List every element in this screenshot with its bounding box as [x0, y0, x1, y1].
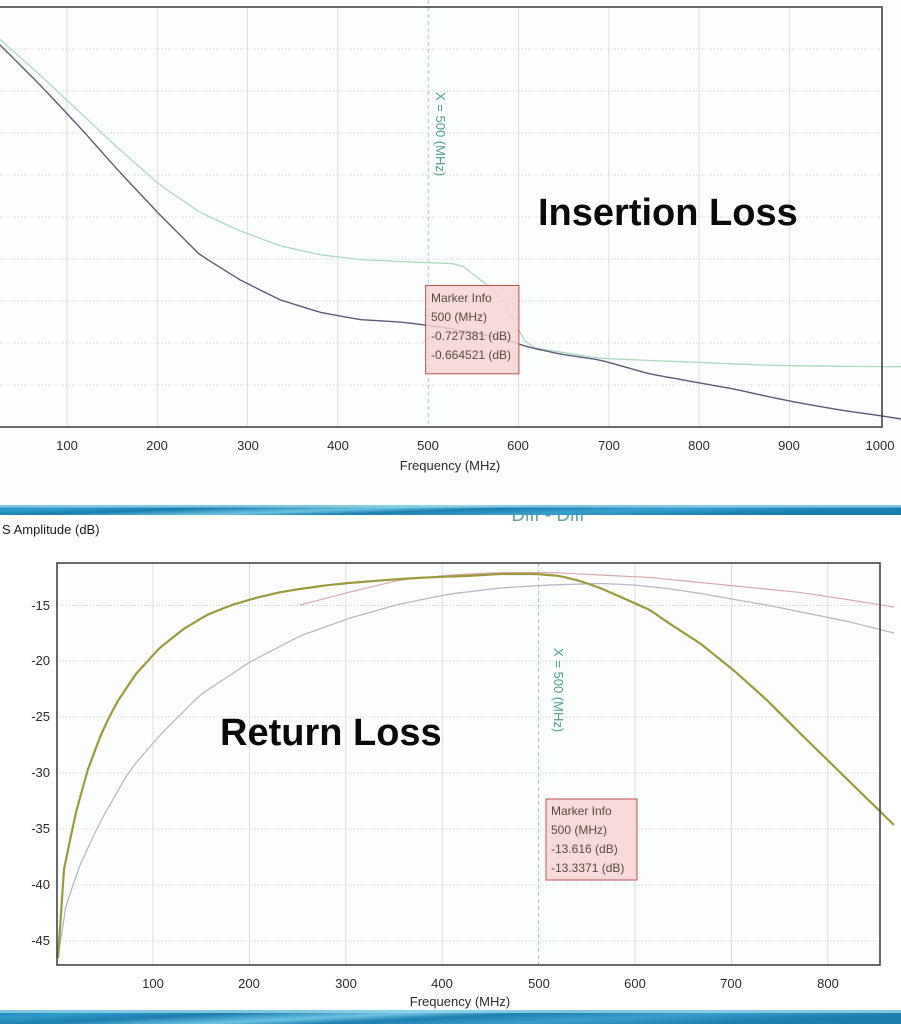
svg-text:Marker Info: Marker Info	[431, 291, 492, 305]
svg-text:X = 500 (MHz): X = 500 (MHz)	[433, 92, 448, 176]
svg-text:300: 300	[335, 976, 357, 991]
svg-text:500 (MHz): 500 (MHz)	[431, 310, 487, 324]
svg-text:X = 500 (MHz): X = 500 (MHz)	[551, 648, 566, 732]
svg-text:700: 700	[720, 976, 742, 991]
svg-text:-20: -20	[31, 653, 50, 668]
svg-text:400: 400	[431, 976, 453, 991]
svg-text:-0.664521 (dB): -0.664521 (dB)	[431, 348, 511, 362]
svg-text:-45: -45	[31, 933, 50, 948]
svg-text:-13.616 (dB): -13.616 (dB)	[551, 842, 618, 856]
svg-text:Frequency (MHz): Frequency (MHz)	[410, 994, 510, 1009]
svg-text:800: 800	[817, 976, 839, 991]
svg-text:900: 900	[778, 438, 800, 453]
svg-text:500: 500	[528, 976, 550, 991]
svg-text:700: 700	[598, 438, 620, 453]
svg-text:-30: -30	[31, 765, 50, 780]
svg-text:S Amplitude (dB): S Amplitude (dB)	[2, 522, 100, 537]
svg-text:-25: -25	[31, 709, 50, 724]
svg-text:200: 200	[238, 976, 260, 991]
svg-text:100: 100	[56, 438, 78, 453]
svg-text:100: 100	[142, 976, 164, 991]
svg-text:-40: -40	[31, 877, 50, 892]
svg-text:300: 300	[237, 438, 259, 453]
svg-text:-0.727381 (dB): -0.727381 (dB)	[431, 329, 511, 343]
svg-text:500 (MHz): 500 (MHz)	[551, 823, 607, 837]
svg-text:-15: -15	[31, 598, 50, 613]
svg-text:1000: 1000	[866, 438, 895, 453]
svg-text:400: 400	[327, 438, 349, 453]
svg-text:Insertion Loss: Insertion Loss	[538, 192, 798, 234]
svg-text:Marker Info: Marker Info	[551, 804, 612, 818]
svg-text:200: 200	[146, 438, 168, 453]
svg-text:600: 600	[624, 976, 646, 991]
svg-text:-35: -35	[31, 821, 50, 836]
svg-text:500: 500	[417, 438, 439, 453]
svg-text:600: 600	[507, 438, 529, 453]
svg-text:Frequency (MHz): Frequency (MHz)	[400, 458, 500, 473]
svg-text:Return Loss: Return Loss	[220, 712, 442, 754]
svg-text:800: 800	[688, 438, 710, 453]
svg-text:-13.3371 (dB): -13.3371 (dB)	[551, 861, 624, 875]
